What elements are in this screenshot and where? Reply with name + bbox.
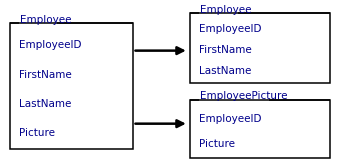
Text: EmployeePicture: EmployeePicture [200, 91, 287, 101]
Text: Employee: Employee [20, 15, 71, 25]
Bar [10, 23, 133, 149]
Text: Picture: Picture [19, 128, 55, 138]
Text: LastName: LastName [199, 66, 251, 76]
Text: EmployeeID: EmployeeID [199, 24, 261, 34]
Bar [190, 13, 330, 83]
Text: EmployeeID: EmployeeID [19, 40, 81, 50]
Text: Employee: Employee [200, 5, 251, 15]
Text: LastName: LastName [19, 99, 71, 109]
Text: EmployeeID: EmployeeID [199, 114, 261, 124]
Text: FirstName: FirstName [19, 70, 71, 80]
Text: FirstName: FirstName [199, 45, 252, 55]
Bar [190, 100, 330, 158]
Text: Picture: Picture [199, 139, 235, 149]
